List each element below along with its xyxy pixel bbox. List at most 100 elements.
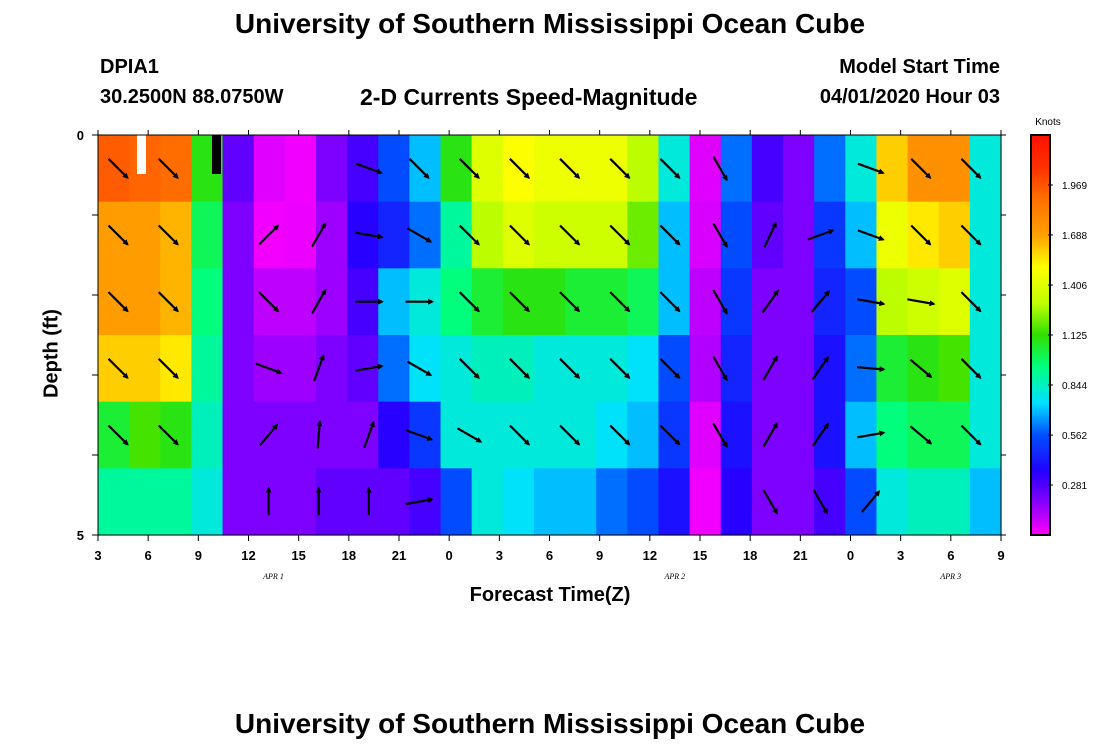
current-vector-arrow (659, 358, 681, 379)
heatmap-cell (315, 135, 348, 203)
heatmap-cell (751, 201, 784, 269)
heatmap-cell (440, 468, 473, 536)
current-vector-arrow (861, 490, 881, 513)
heatmap-cell (440, 335, 473, 403)
heatmap-cell (409, 201, 442, 269)
current-vector-arrow (456, 427, 483, 443)
current-vector-arrow (609, 224, 631, 246)
current-vector-arrow (763, 221, 777, 248)
current-vectors (107, 156, 982, 516)
heatmap-cell (378, 401, 410, 469)
current-vector-arrow (712, 422, 728, 448)
current-vector-arrow (313, 354, 325, 382)
current-vector-arrow (712, 356, 728, 382)
heatmap-cell (129, 468, 161, 536)
heatmap-cell (627, 401, 660, 469)
current-vector-arrow (762, 489, 778, 515)
heatmap-cell (969, 401, 1002, 469)
heatmap-cell (284, 468, 317, 536)
current-vector-arrow (960, 291, 982, 313)
heatmap-cell (409, 335, 442, 403)
heatmap-cell (907, 401, 940, 469)
current-vector-arrow (509, 291, 530, 313)
heatmap-cell (409, 401, 442, 469)
heatmap-cell (222, 401, 255, 469)
current-vector-arrow (910, 224, 932, 246)
heatmap-cell (98, 401, 130, 469)
heatmap-cell (98, 335, 130, 403)
current-vector-arrow (857, 162, 885, 175)
heatmap-cell (751, 335, 784, 403)
heatmap-cell (160, 401, 193, 469)
heatmap-cell (783, 135, 815, 203)
heatmap-cell (533, 135, 566, 203)
current-vector-arrow (960, 358, 982, 379)
colorbar-tick-label: 1.688 (1062, 231, 1087, 242)
current-vector-arrow (355, 363, 384, 372)
current-vector-arrow (762, 422, 778, 448)
heatmap-cell (471, 268, 504, 336)
current-vector-arrow (255, 362, 283, 375)
heatmap-cell (533, 268, 566, 336)
heatmap-cell (378, 135, 410, 203)
heatmap-cell (129, 268, 161, 336)
current-vector-arrow (355, 231, 384, 240)
heatmap-cell (783, 335, 815, 403)
heatmap-cell (191, 335, 224, 403)
colorbar-tick-label: 0.281 (1062, 481, 1087, 492)
heatmap-cell (222, 201, 255, 269)
heatmap-cell (284, 201, 317, 269)
colorbar-tick-label: 0.844 (1062, 381, 1087, 392)
x-tick-label: 6 (546, 548, 553, 563)
heatmap-cell (845, 468, 878, 536)
heatmap-cell (876, 201, 909, 269)
heatmap-cell (284, 135, 317, 203)
heatmap-cell (347, 135, 379, 203)
heatmap-cell (471, 401, 504, 469)
heatmap-cell (658, 468, 691, 536)
data-gaps (137, 135, 221, 174)
x-tick-label: 21 (392, 548, 406, 563)
heatmap-cell (160, 201, 193, 269)
heatmap-cell (876, 135, 909, 203)
heatmap-cell (658, 401, 691, 469)
current-vector-arrow (609, 424, 631, 446)
colorbar-unit: Knots (1035, 117, 1061, 128)
heatmap-cell (969, 268, 1002, 336)
heatmap-cells (98, 135, 1002, 536)
heatmap-cell (98, 468, 130, 536)
current-vector-arrow (509, 158, 530, 179)
heatmap-cell (658, 135, 691, 203)
current-vector-arrow (509, 224, 530, 246)
x-tick-label: 18 (743, 548, 757, 563)
heatmap-cell (596, 201, 628, 269)
heatmap-cell (129, 335, 161, 403)
current-vector-arrow (659, 424, 681, 446)
x-tick-label: 12 (643, 548, 657, 563)
current-vector-arrow (807, 229, 835, 241)
x-tick-label: 18 (342, 548, 356, 563)
heatmap-cell (689, 201, 722, 269)
current-vector-arrow (559, 358, 581, 379)
heatmap-cell (720, 401, 753, 469)
current-vector-arrow (458, 224, 480, 246)
heatmap-cell (907, 468, 940, 536)
current-vector-arrow (659, 224, 681, 246)
station-coords: 30.2500N 88.0750W (100, 86, 284, 108)
current-vector-arrow (762, 355, 778, 381)
heatmap-cell (907, 335, 940, 403)
heatmap-cell (471, 201, 504, 269)
heatmap-cell (378, 268, 410, 336)
heatmap-cell (907, 135, 940, 203)
heatmap-cell (814, 468, 846, 536)
heatmap-cell (315, 268, 348, 336)
current-vector-arrow (405, 497, 434, 506)
x-tick-label: 21 (793, 548, 807, 563)
heatmap-cell (627, 468, 660, 536)
heatmap-cell (938, 135, 971, 203)
heatmap-cell (191, 401, 224, 469)
heatmap-cell (222, 135, 255, 203)
heatmap-cell (938, 468, 971, 536)
current-vector-arrow (857, 366, 886, 373)
